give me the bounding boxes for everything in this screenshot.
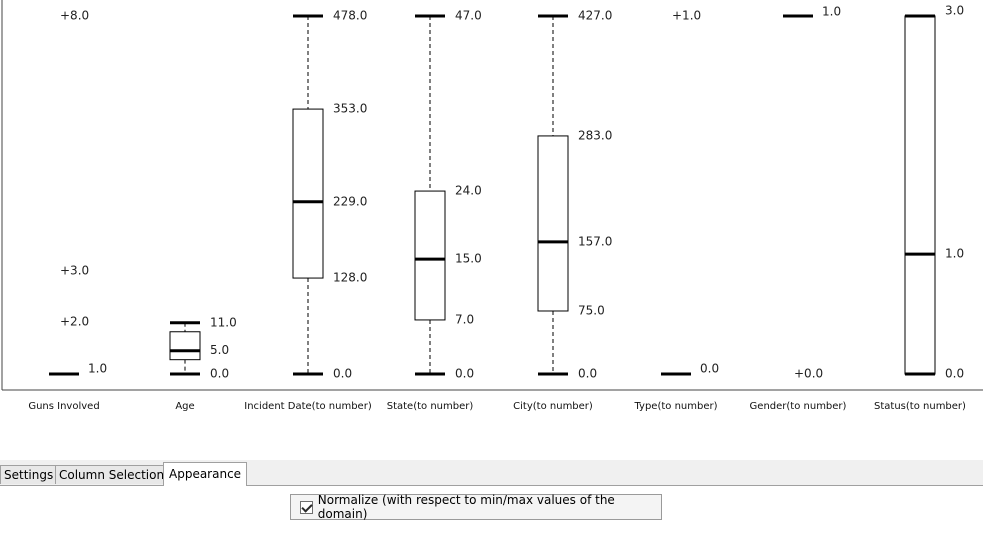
col-3-tick-label-1: 24.0 — [455, 184, 482, 198]
col-4-tick-label-0: 427.0 — [578, 9, 612, 23]
col-7-name-label: Status(to number) — [874, 401, 966, 412]
col-1-tick-label-2: 0.0 — [210, 367, 229, 381]
tab-settings[interactable]: Settings — [0, 465, 58, 484]
col-3-tick-label-0: 47.0 — [455, 9, 482, 23]
col-0-outlier-label-0: +8.0 — [60, 9, 89, 23]
col-3-tick-label-4: 0.0 — [455, 367, 474, 381]
col-1-box — [169, 331, 201, 361]
col-0-name-label: Guns Involved — [28, 401, 99, 412]
col-4-name-label: City(to number) — [513, 401, 593, 412]
col-5-whisker-label: 0.0 — [700, 362, 719, 376]
col-1-tick-label-1: 5.0 — [210, 343, 229, 357]
tab-appearance[interactable]: Appearance — [163, 462, 248, 486]
appearance-panel: Normalize (with respect to min/max value… — [0, 486, 983, 534]
col-4-tick-label-3: 75.0 — [578, 303, 605, 317]
col-2-tick-label-0: 478.0 — [333, 9, 367, 23]
col-0-outlier-label-1: +3.0 — [60, 263, 89, 277]
col-7-tick-label-2: 0.0 — [945, 367, 964, 381]
normalize-checkbox[interactable] — [300, 500, 313, 514]
box-plot-chart: Guns Involved 1.0 +8.0 +3.0 +2.0 Age 11.0 5.0 0.… — [1, 0, 983, 412]
col-5-name-label: Type(to number) — [633, 401, 717, 412]
col-2-tick-label-1: 353.0 — [333, 102, 367, 116]
normalize-label: Normalize (with respect to min/max value… — [317, 493, 615, 521]
tab-column-selection[interactable]: Column Selection — [55, 465, 169, 484]
col-2-tick-label-2: 229.0 — [333, 194, 367, 208]
col-7-tick-label-1: 1.0 — [945, 247, 964, 261]
col-3-tick-label-2: 15.0 — [455, 252, 482, 266]
col-4-tick-label-2: 157.0 — [578, 234, 612, 248]
col-7-tick-label-0: 3.0 — [945, 4, 964, 18]
col-3-box — [414, 190, 446, 321]
tab-bar: Settings Column Selection Appearance — [0, 461, 983, 486]
col-2-tick-label-3: 128.0 — [333, 271, 367, 285]
col-6-whisker-label: 1.0 — [822, 5, 841, 19]
col-5-outlier-label-0: +1.0 — [672, 9, 701, 23]
col-4-box — [537, 135, 569, 312]
col-3-name-label: State(to number) — [387, 401, 474, 412]
col-2-name-label: Incident Date(to number) — [244, 401, 372, 412]
col-0-whisker-label: 1.0 — [88, 362, 107, 376]
col-1-tick-label-0: 11.0 — [210, 315, 237, 329]
col-4-tick-label-4: 0.0 — [578, 367, 597, 381]
col-2-tick-label-4: 0.0 — [333, 367, 352, 381]
col-2-box — [292, 108, 324, 279]
col-1-name-label: Age — [175, 401, 194, 412]
col-3-tick-label-3: 7.0 — [455, 312, 474, 326]
col-7-box — [904, 15, 936, 375]
box-plot-area: Guns Involved 1.0 +8.0 +3.0 +2.0 Age 11.0 5.0 0.… — [0, 0, 983, 460]
col-4-tick-label-1: 283.0 — [578, 128, 612, 142]
normalize-option[interactable]: Normalize (with respect to min/max value… — [290, 493, 662, 521]
col-0-outlier-label-2: +2.0 — [60, 315, 89, 329]
col-6-name-label: Gender(to number) — [750, 401, 847, 412]
col-6-outlier-label-0: +0.0 — [794, 367, 823, 381]
